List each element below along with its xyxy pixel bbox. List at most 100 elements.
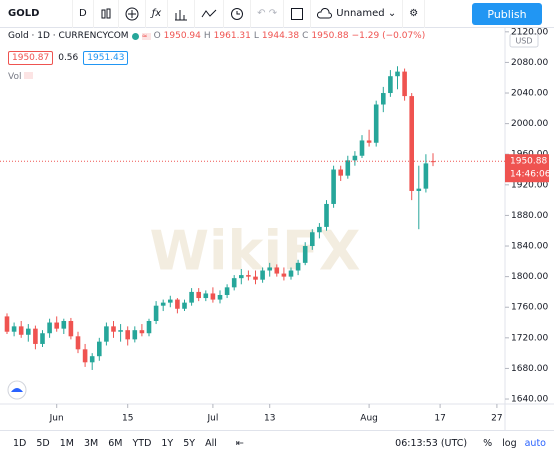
templates[interactable] (168, 0, 196, 28)
range-button[interactable]: 5D (36, 438, 50, 449)
spread: 0.56 (58, 53, 79, 63)
x-tick-label: 15 (122, 414, 133, 424)
percent-toggle[interactable]: % (483, 438, 493, 449)
y-tick-label: 2080.00 (511, 58, 548, 68)
status-flag: ≈ (141, 32, 151, 40)
candle-body (317, 226, 322, 233)
square-icon (291, 7, 304, 20)
candle-body (47, 322, 52, 334)
symbol-title: Gold · 1D · CURRENCYCOM (8, 31, 129, 41)
candle-body (175, 299, 180, 309)
x-tick-label: 13 (264, 414, 275, 424)
candle-body (146, 320, 152, 334)
volume-text: Vol (8, 72, 22, 82)
candle-body (68, 320, 74, 337)
range-button[interactable]: 1Y (161, 438, 174, 449)
y-tick-label: 2040.00 (511, 89, 548, 99)
candle-body (359, 140, 365, 156)
range-button[interactable]: 3M (83, 438, 99, 449)
log-toggle[interactable]: log (502, 438, 517, 449)
candle-body (82, 349, 88, 363)
countdown-label: 14:46:06 (510, 170, 551, 180)
y-tick-label: 2120.00 (511, 27, 548, 37)
last-price-label: 1950.88 (510, 157, 547, 167)
x-tick-label: 27 (491, 414, 502, 424)
candle-body (388, 76, 393, 94)
auto-toggle[interactable]: auto (524, 438, 546, 449)
clock: 06:13:53 (UTC) (395, 438, 468, 449)
candle-body (239, 275, 244, 279)
currency-box (509, 33, 539, 48)
candle-body (295, 262, 301, 271)
ask[interactable]: 1951.43 (83, 51, 129, 65)
change: −1.29 (−0.07%) (351, 31, 426, 41)
candle-icon (101, 8, 111, 18)
candle-body (75, 336, 81, 350)
y-tick-label: 1720.00 (511, 333, 548, 343)
range-button[interactable]: 6M (108, 438, 123, 449)
candle-body (246, 275, 251, 277)
alert[interactable] (195, 0, 225, 28)
indicators[interactable]: ƒx (146, 0, 169, 28)
candle-body (231, 278, 237, 288)
candle-body (54, 322, 59, 329)
y-tick-label: 1800.00 (511, 272, 548, 282)
close-value: 1950.88 (311, 31, 349, 41)
last-price-badge (505, 154, 549, 183)
range-button[interactable]: 1M (59, 438, 74, 449)
bid[interactable]: 1950.87 (8, 51, 54, 65)
close-label: C (302, 31, 309, 41)
cloud-icon (317, 7, 333, 18)
candle-body (125, 330, 130, 340)
candle-body (267, 267, 272, 271)
replay[interactable] (224, 0, 252, 28)
candle-body (416, 188, 422, 191)
x-tick-label: Jun (49, 414, 64, 424)
undo-redo[interactable]: ↶ ↷ (251, 0, 285, 28)
range-button[interactable]: 1D (13, 438, 27, 449)
candle-body (61, 320, 67, 329)
candle-body (210, 293, 216, 300)
y-tick-label: 1840.00 (511, 242, 548, 252)
volume-flag (24, 72, 34, 79)
publish-button[interactable]: Publish (472, 3, 542, 25)
candle-body (395, 71, 400, 77)
candle-body (345, 160, 351, 176)
range-button[interactable]: 5Y (183, 438, 196, 449)
candle-body (111, 326, 116, 332)
candle-body (33, 328, 38, 344)
candle-body (338, 169, 343, 176)
currency-label: USD (515, 37, 532, 46)
candle-body (423, 163, 429, 189)
range-button[interactable]: YTD (132, 438, 152, 449)
symbol-search[interactable]: GOLD (0, 0, 73, 28)
candle-body (217, 294, 223, 300)
fullscreen[interactable] (284, 0, 312, 28)
range-button[interactable]: All (205, 438, 217, 449)
layout-name[interactable]: Unnamed ⌄ (311, 0, 404, 28)
plot-area (0, 28, 505, 404)
compare[interactable] (119, 0, 146, 28)
date-range-icon[interactable]: ⇤ (235, 438, 244, 449)
candle-body (288, 270, 294, 277)
toolbar: GOLD D ƒx ↶ ↷ Unnamed ⌄ ⚙ Publish (0, 0, 554, 28)
candle-body (381, 93, 386, 105)
candle-body (352, 155, 358, 161)
x-tick-label: Jul (206, 414, 218, 424)
candle-body (331, 169, 336, 204)
candle-body (97, 341, 102, 357)
interval[interactable]: D (73, 0, 94, 28)
candle-body (366, 140, 372, 143)
settings[interactable]: ⚙ (403, 0, 426, 28)
chart-type[interactable] (94, 0, 119, 28)
candle-body (160, 302, 166, 306)
bars-icon (175, 9, 188, 20)
candle-body (182, 302, 187, 309)
candle-body (168, 299, 173, 303)
y-tick-label: 2000.00 (511, 119, 548, 129)
candle-body (373, 104, 379, 143)
candle-body (11, 326, 17, 332)
